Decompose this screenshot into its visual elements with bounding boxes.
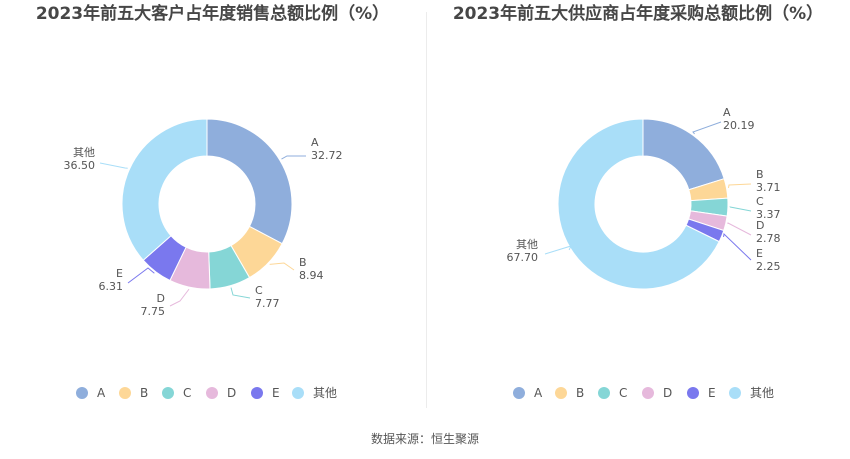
supplier-legend-item-5[interactable]: 其他 (729, 384, 774, 402)
customer-slice-label-2: C (255, 284, 263, 297)
customer-leader-line-4 (127, 267, 155, 284)
customer-chart-title: 2023年前五大客户占年度销售总额比例（%） (35, 4, 390, 24)
customer-legend-label-0: A (97, 386, 106, 400)
supplier-legend-label-4: E (708, 386, 716, 400)
customer-legend-swatch-2 (162, 387, 174, 399)
supplier-slice-value-3: 2.78 (756, 232, 781, 245)
customer-legend-swatch-1 (119, 387, 131, 399)
supplier-legend-label-1: B (576, 386, 585, 400)
supplier-slice-label-3: D (756, 219, 764, 232)
supplier-legend-item-2[interactable]: C (598, 384, 627, 402)
customer-legend-item-5[interactable]: 其他 (292, 384, 337, 402)
supplier-slice-value-0: 20.19 (723, 119, 755, 132)
supplier-slice-value-1: 3.71 (756, 181, 781, 194)
supplier-slice-label-1: B (756, 168, 764, 181)
supplier-leader-line-3 (727, 222, 752, 236)
panel-divider (426, 12, 427, 408)
customer-legend-label-3: D (227, 386, 237, 400)
supplier-chart-panel: 2023年前五大供应商占年度采购总额比例（%） A 20.19 B 3.71 C 3.37… (425, 0, 850, 420)
customer-leader-line-3 (169, 288, 190, 307)
customer-slice-label-0: A (311, 136, 319, 149)
customer-legend-item-4[interactable]: E (251, 384, 280, 402)
customer-slice-value-4: 6.31 (99, 280, 124, 293)
customer-legend-label-4: E (272, 386, 280, 400)
supplier-slice-label-2: C (756, 195, 764, 208)
supplier-legend-swatch-2 (598, 387, 610, 399)
customer-slice-value-5: 36.50 (64, 159, 96, 172)
supplier-slice-label-4: E (756, 247, 763, 260)
supplier-slice-value-2: 3.37 (756, 208, 781, 221)
customer-slice-label-4: E (116, 267, 123, 280)
supplier-legend-swatch-1 (555, 387, 567, 399)
supplier-slice-value-4: 2.25 (756, 260, 781, 273)
customer-legend-item-0[interactable]: A (76, 384, 105, 402)
customer-legend-item-1[interactable]: B (119, 384, 148, 402)
supplier-legend-item-3[interactable]: D (642, 384, 672, 402)
supplier-legend-item-1[interactable]: B (555, 384, 584, 402)
supplier-leader-line-0 (692, 121, 722, 135)
customer-slice-5[interactable] (121, 118, 208, 261)
customer-slice-label-5: 其他 (73, 146, 95, 159)
customer-legend-label-2: C (183, 386, 192, 400)
customer-slice-0[interactable] (206, 118, 293, 245)
customer-legend-swatch-4 (251, 387, 263, 399)
customer-legend-swatch-0 (76, 387, 88, 399)
customer-legend: A B C D E 其他 (0, 384, 425, 402)
customer-slice-value-1: 8.94 (299, 269, 324, 282)
supplier-legend-swatch-5 (729, 387, 741, 399)
customer-legend-item-2[interactable]: C (162, 384, 191, 402)
supplier-slice-label-5: 其他 (516, 238, 538, 251)
supplier-legend-label-5: 其他 (750, 386, 775, 400)
supplier-legend-label-0: A (534, 386, 543, 400)
supplier-legend: A B C D E 其他 (425, 384, 850, 402)
supplier-legend-item-0[interactable]: A (513, 384, 542, 402)
data-source-footer: 数据来源：恒生聚源 (370, 432, 479, 446)
customer-leader-line-0 (281, 155, 306, 160)
supplier-leader-line-4 (723, 232, 752, 261)
supplier-leader-line-2 (729, 206, 752, 212)
customer-leader-line-1 (269, 262, 295, 271)
supplier-legend-label-3: D (663, 386, 673, 400)
customer-legend-swatch-5 (292, 387, 304, 399)
customer-legend-label-1: B (140, 386, 149, 400)
supplier-legend-swatch-3 (642, 387, 654, 399)
customer-slice-label-1: B (299, 256, 307, 269)
supplier-slice-5[interactable] (557, 118, 720, 290)
customer-legend-item-3[interactable]: D (206, 384, 236, 402)
customer-slice-label-3: D (157, 292, 165, 305)
supplier-slice-0[interactable] (642, 118, 725, 191)
customer-leader-line-2 (230, 287, 251, 299)
supplier-legend-swatch-0 (513, 387, 525, 399)
supplier-chart-title: 2023年前五大供应商占年度采购总额比例（%） (452, 4, 824, 24)
supplier-legend-label-2: C (619, 386, 628, 400)
customer-slice-value-2: 7.77 (255, 297, 280, 310)
supplier-leader-line-5 (544, 245, 572, 255)
customer-leader-line-5 (99, 162, 128, 169)
supplier-legend-item-4[interactable]: E (687, 384, 716, 402)
customer-chart-panel: 2023年前五大客户占年度销售总额比例（%） A 32.72 B 8.94 C 7.77 D… (0, 0, 425, 420)
customer-slice-value-0: 32.72 (311, 149, 343, 162)
customer-legend-swatch-3 (206, 387, 218, 399)
supplier-legend-swatch-4 (687, 387, 699, 399)
supplier-slice-label-0: A (723, 106, 731, 119)
supplier-leader-line-1 (728, 183, 752, 189)
supplier-slice-value-5: 67.70 (507, 251, 539, 264)
customer-legend-label-5: 其他 (313, 386, 338, 400)
customer-slice-value-3: 7.75 (141, 305, 166, 318)
